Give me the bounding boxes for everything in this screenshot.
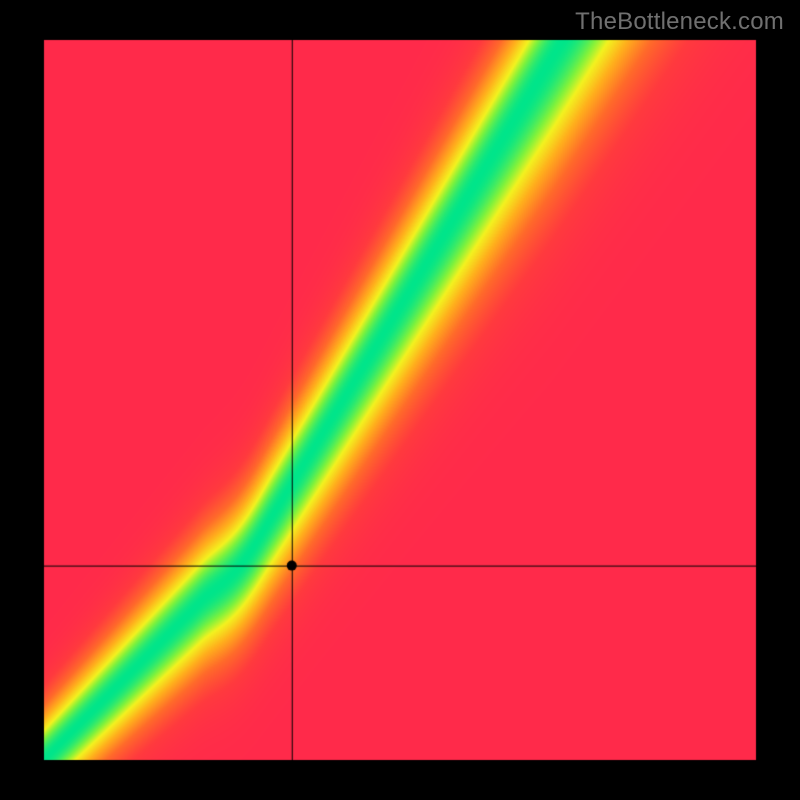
- watermark-text: TheBottleneck.com: [575, 8, 784, 36]
- chart-wrapper: TheBottleneck.com: [0, 0, 800, 800]
- heatmap-canvas: [0, 0, 800, 800]
